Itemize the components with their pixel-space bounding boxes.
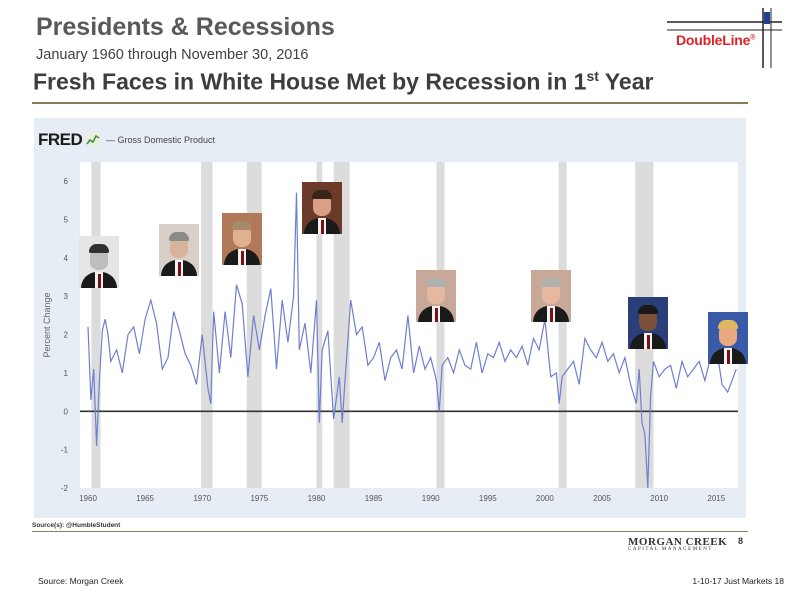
x-tick-label: 1985	[365, 494, 383, 503]
logo-text: DoubleLine®	[676, 32, 755, 48]
x-tick-label: 2005	[593, 494, 611, 503]
bottom-rule	[32, 531, 748, 532]
headline-sup: st	[586, 68, 599, 84]
x-tick-label: 1965	[136, 494, 154, 503]
gdp-line	[87, 192, 737, 489]
y-axis-label: Percent Change	[42, 292, 52, 357]
mc-name: MORGAN CREEK	[628, 536, 728, 548]
slide-title: Presidents & Recessions	[36, 13, 335, 41]
panel-page-number: 8	[738, 536, 744, 546]
footer-page: 1-10-17 Just Markets 18	[692, 576, 784, 586]
headline-rule	[32, 102, 748, 104]
recession-band	[316, 162, 323, 488]
y-tick-label: 0	[64, 407, 69, 416]
series-legend: — Gross Domestic Product	[106, 135, 216, 145]
y-tick-label: -2	[61, 484, 69, 493]
president-photo-johnson	[159, 224, 199, 276]
x-tick-label: 2015	[707, 494, 725, 503]
recession-band	[333, 162, 350, 488]
footer-source: Source: Morgan Creek	[38, 576, 124, 586]
headline-main: Fresh Faces in White House Met by Recess…	[33, 68, 587, 95]
x-tick-label: 1995	[479, 494, 497, 503]
morgan-creek-logo: MORGAN CREEK CAPITAL MANAGEMENT	[628, 536, 727, 552]
doubleline-logo: DoubleLine®	[667, 8, 782, 68]
x-tick-label: 1970	[193, 494, 211, 503]
y-tick-label: 6	[64, 177, 69, 186]
president-photo-reagan	[302, 182, 342, 234]
logo-reg: ®	[750, 34, 756, 42]
y-tick-label: 2	[64, 331, 69, 340]
x-tick-label: 2000	[536, 494, 554, 503]
mc-sub: CAPITAL MANAGEMENT	[628, 547, 713, 552]
x-tick-label: 1960	[79, 494, 97, 503]
chart-source: Source(s): @HumbleStudent	[32, 522, 121, 529]
recession-band	[246, 162, 262, 488]
fred-label: FRED	[38, 130, 83, 149]
president-photo-kennedy	[79, 236, 119, 288]
chart-panel: Fresh Faces in White House Met by Recess…	[30, 66, 750, 552]
y-tick-label: 5	[64, 216, 69, 225]
x-tick-label: 1990	[422, 494, 440, 503]
president-photo-bush	[416, 270, 456, 322]
recession-band	[436, 162, 445, 488]
headline-end: Year	[598, 68, 654, 95]
chart-frame: -2 -1 0 1 2 3 4 5 6 1960 1965 1970 1975 1980 1985 1990 1…	[34, 118, 748, 518]
x-tick-label: 2010	[650, 494, 668, 503]
president-photo-bush-2	[531, 270, 571, 322]
y-tick-label: 1	[64, 369, 69, 378]
fred-graph-icon	[86, 132, 100, 146]
president-photo-obama	[628, 297, 668, 349]
president-photo-trump	[708, 312, 748, 364]
y-tick-label: -1	[61, 446, 69, 455]
logo-frame-icon	[667, 8, 782, 68]
x-tick-label: 1975	[250, 494, 268, 503]
y-tick-label: 3	[64, 292, 69, 301]
y-tick-label: 4	[64, 254, 69, 263]
president-photo-carter	[222, 213, 262, 265]
x-tick-label: 1980	[308, 494, 326, 503]
recession-band	[201, 162, 213, 488]
slide-subtitle: January 1960 through November 30, 2016	[36, 47, 309, 63]
recession-band	[558, 162, 567, 488]
logo-wordmark: DoubleLine	[676, 32, 751, 48]
chart-headline: Fresh Faces in White House Met by Recess…	[33, 68, 653, 96]
recession-band	[91, 162, 101, 488]
